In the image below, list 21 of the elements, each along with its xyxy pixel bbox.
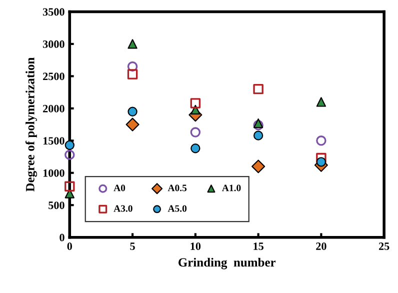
y-tick-label: 3500 — [42, 8, 64, 16]
legend-label: A1.0 — [222, 184, 241, 192]
y-tick-label: 1000 — [43, 169, 64, 177]
legend-label: A0.5 — [168, 184, 187, 192]
x-tick-label: 10 — [190, 242, 201, 250]
y-tick-label: 2000 — [43, 104, 64, 112]
x-tick-label: 5 — [130, 242, 135, 250]
x-tick-label: 20 — [316, 242, 326, 250]
y-tick-label: 2500 — [43, 72, 64, 80]
y-axis-title: Degree of polymerization — [25, 57, 38, 192]
y-tick-label: 0 — [60, 234, 64, 242]
y-tick-label: 500 — [48, 202, 64, 210]
x-axis-title: Grinding number — [178, 258, 276, 270]
legend-label: A5.0 — [168, 205, 187, 212]
legend-label: A3.0 — [114, 205, 132, 212]
y-tick-label: 3000 — [42, 40, 64, 48]
x-tick-label: 0 — [67, 242, 72, 250]
x-tick-label: 15 — [254, 242, 264, 250]
legend-label: A0 — [114, 184, 126, 192]
y-tick-label: 1500 — [43, 137, 64, 145]
x-tick-label: 25 — [378, 242, 390, 250]
